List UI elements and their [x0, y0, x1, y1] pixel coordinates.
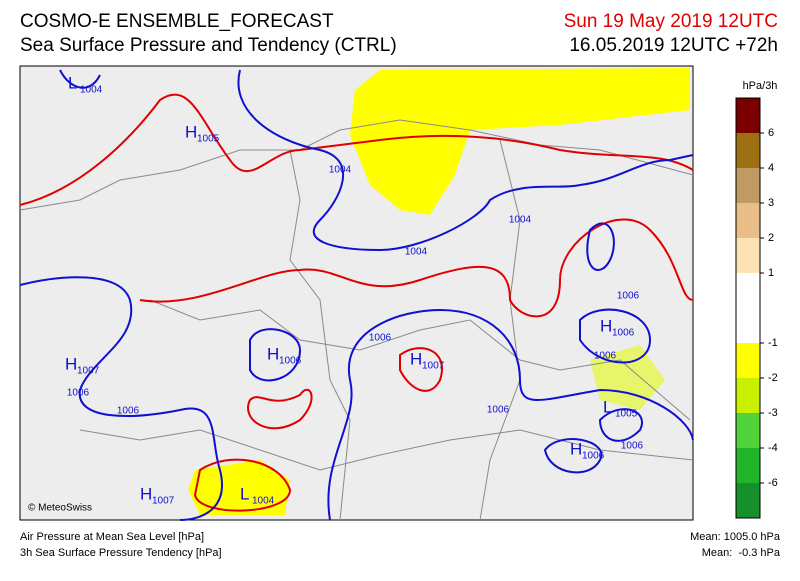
center-letter: L [240, 484, 249, 503]
colorbar-swatch [736, 448, 760, 483]
footer-line: 3h Sea Surface Pressure Tendency [hPa] [20, 547, 222, 559]
center-value: 1005 [197, 134, 220, 145]
isobar-label: 1006 [117, 406, 140, 417]
isobar-label: 1006 [617, 291, 640, 302]
center-value: 1007 [422, 361, 445, 372]
colorbar-tick-label: -2 [768, 372, 778, 384]
colorbar-swatch [736, 413, 760, 448]
colorbar-unit: hPa/3h [743, 80, 778, 92]
colorbar-swatch [736, 238, 760, 273]
credit: © MeteoSwiss [28, 503, 92, 514]
colorbar-swatch [736, 308, 760, 343]
colorbar-swatch [736, 133, 760, 168]
colorbar-tick-label: -3 [768, 407, 778, 419]
center-letter: H [410, 349, 422, 368]
colorbar-swatch [736, 378, 760, 413]
borders [19, 119, 694, 521]
colorbar-swatch [736, 98, 760, 133]
center-value: 1007 [77, 366, 100, 377]
colorbar-swatch [736, 203, 760, 238]
footer-mean: Mean: 1005.0 hPa [690, 531, 781, 543]
footer-mean: Mean: -0.3 hPa [702, 547, 781, 559]
colorbar-swatch [736, 273, 760, 308]
center-value: 1006 [582, 451, 605, 462]
isobar-label: 1004 [405, 247, 428, 258]
center-letter: H [185, 122, 197, 141]
center-value: 1006 [612, 328, 635, 339]
colorbar-swatch [736, 483, 760, 518]
colorbar-tick-label: 4 [768, 162, 774, 174]
colorbar-tick-label: 3 [768, 197, 774, 209]
title: COSMO-E ENSEMBLE_FORECAST [20, 11, 334, 32]
center-letter: H [570, 439, 582, 458]
colorbar-frame [735, 97, 761, 519]
center-value: 1005 [615, 409, 638, 420]
isobars [19, 69, 694, 521]
tendency-isolines [19, 93, 694, 512]
isobar-label: 1006 [369, 333, 392, 344]
subtitle: Sea Surface Pressure and Tendency (CTRL) [20, 35, 397, 56]
colorbar-swatch [736, 343, 760, 378]
colorbar-tick-label: -1 [768, 337, 778, 349]
center-letter: H [600, 316, 612, 335]
map: © MeteoSwiss [19, 65, 694, 521]
footer-line: Air Pressure at Mean Sea Level [hPa] [20, 531, 204, 543]
center-value: 1004 [80, 85, 103, 96]
valid-time: Sun 19 May 2019 12UTC [564, 11, 778, 32]
isobar-label: 1006 [67, 388, 90, 399]
isobar-label: 1004 [329, 165, 352, 176]
isobar-label: 1006 [594, 351, 617, 362]
isobar-label: 1006 [621, 441, 644, 452]
colorbar-tick-label: 6 [768, 127, 774, 139]
isobar-label: 1006 [487, 405, 510, 416]
colorbar-tick-label: 1 [768, 267, 774, 279]
center-letter: L [603, 397, 612, 416]
run-time: 16.05.2019 12UTC +72h [569, 35, 778, 56]
center-letter: L [68, 73, 77, 92]
isobar-label: 1004 [509, 215, 532, 226]
center-value: 1004 [252, 496, 275, 507]
center-letter: H [65, 354, 77, 373]
colorbar-tick-label: -6 [768, 477, 778, 489]
center-letter: H [140, 484, 152, 503]
center-letter: H [267, 344, 279, 363]
yellow-area [188, 460, 290, 515]
center-value: 1006 [279, 356, 302, 367]
center-value: 1007 [152, 496, 175, 507]
colorbar-tick-label: 2 [768, 232, 774, 244]
yellow-area [350, 68, 690, 215]
colorbar-tick-label: -4 [768, 442, 778, 454]
colorbar-swatch [736, 168, 760, 203]
